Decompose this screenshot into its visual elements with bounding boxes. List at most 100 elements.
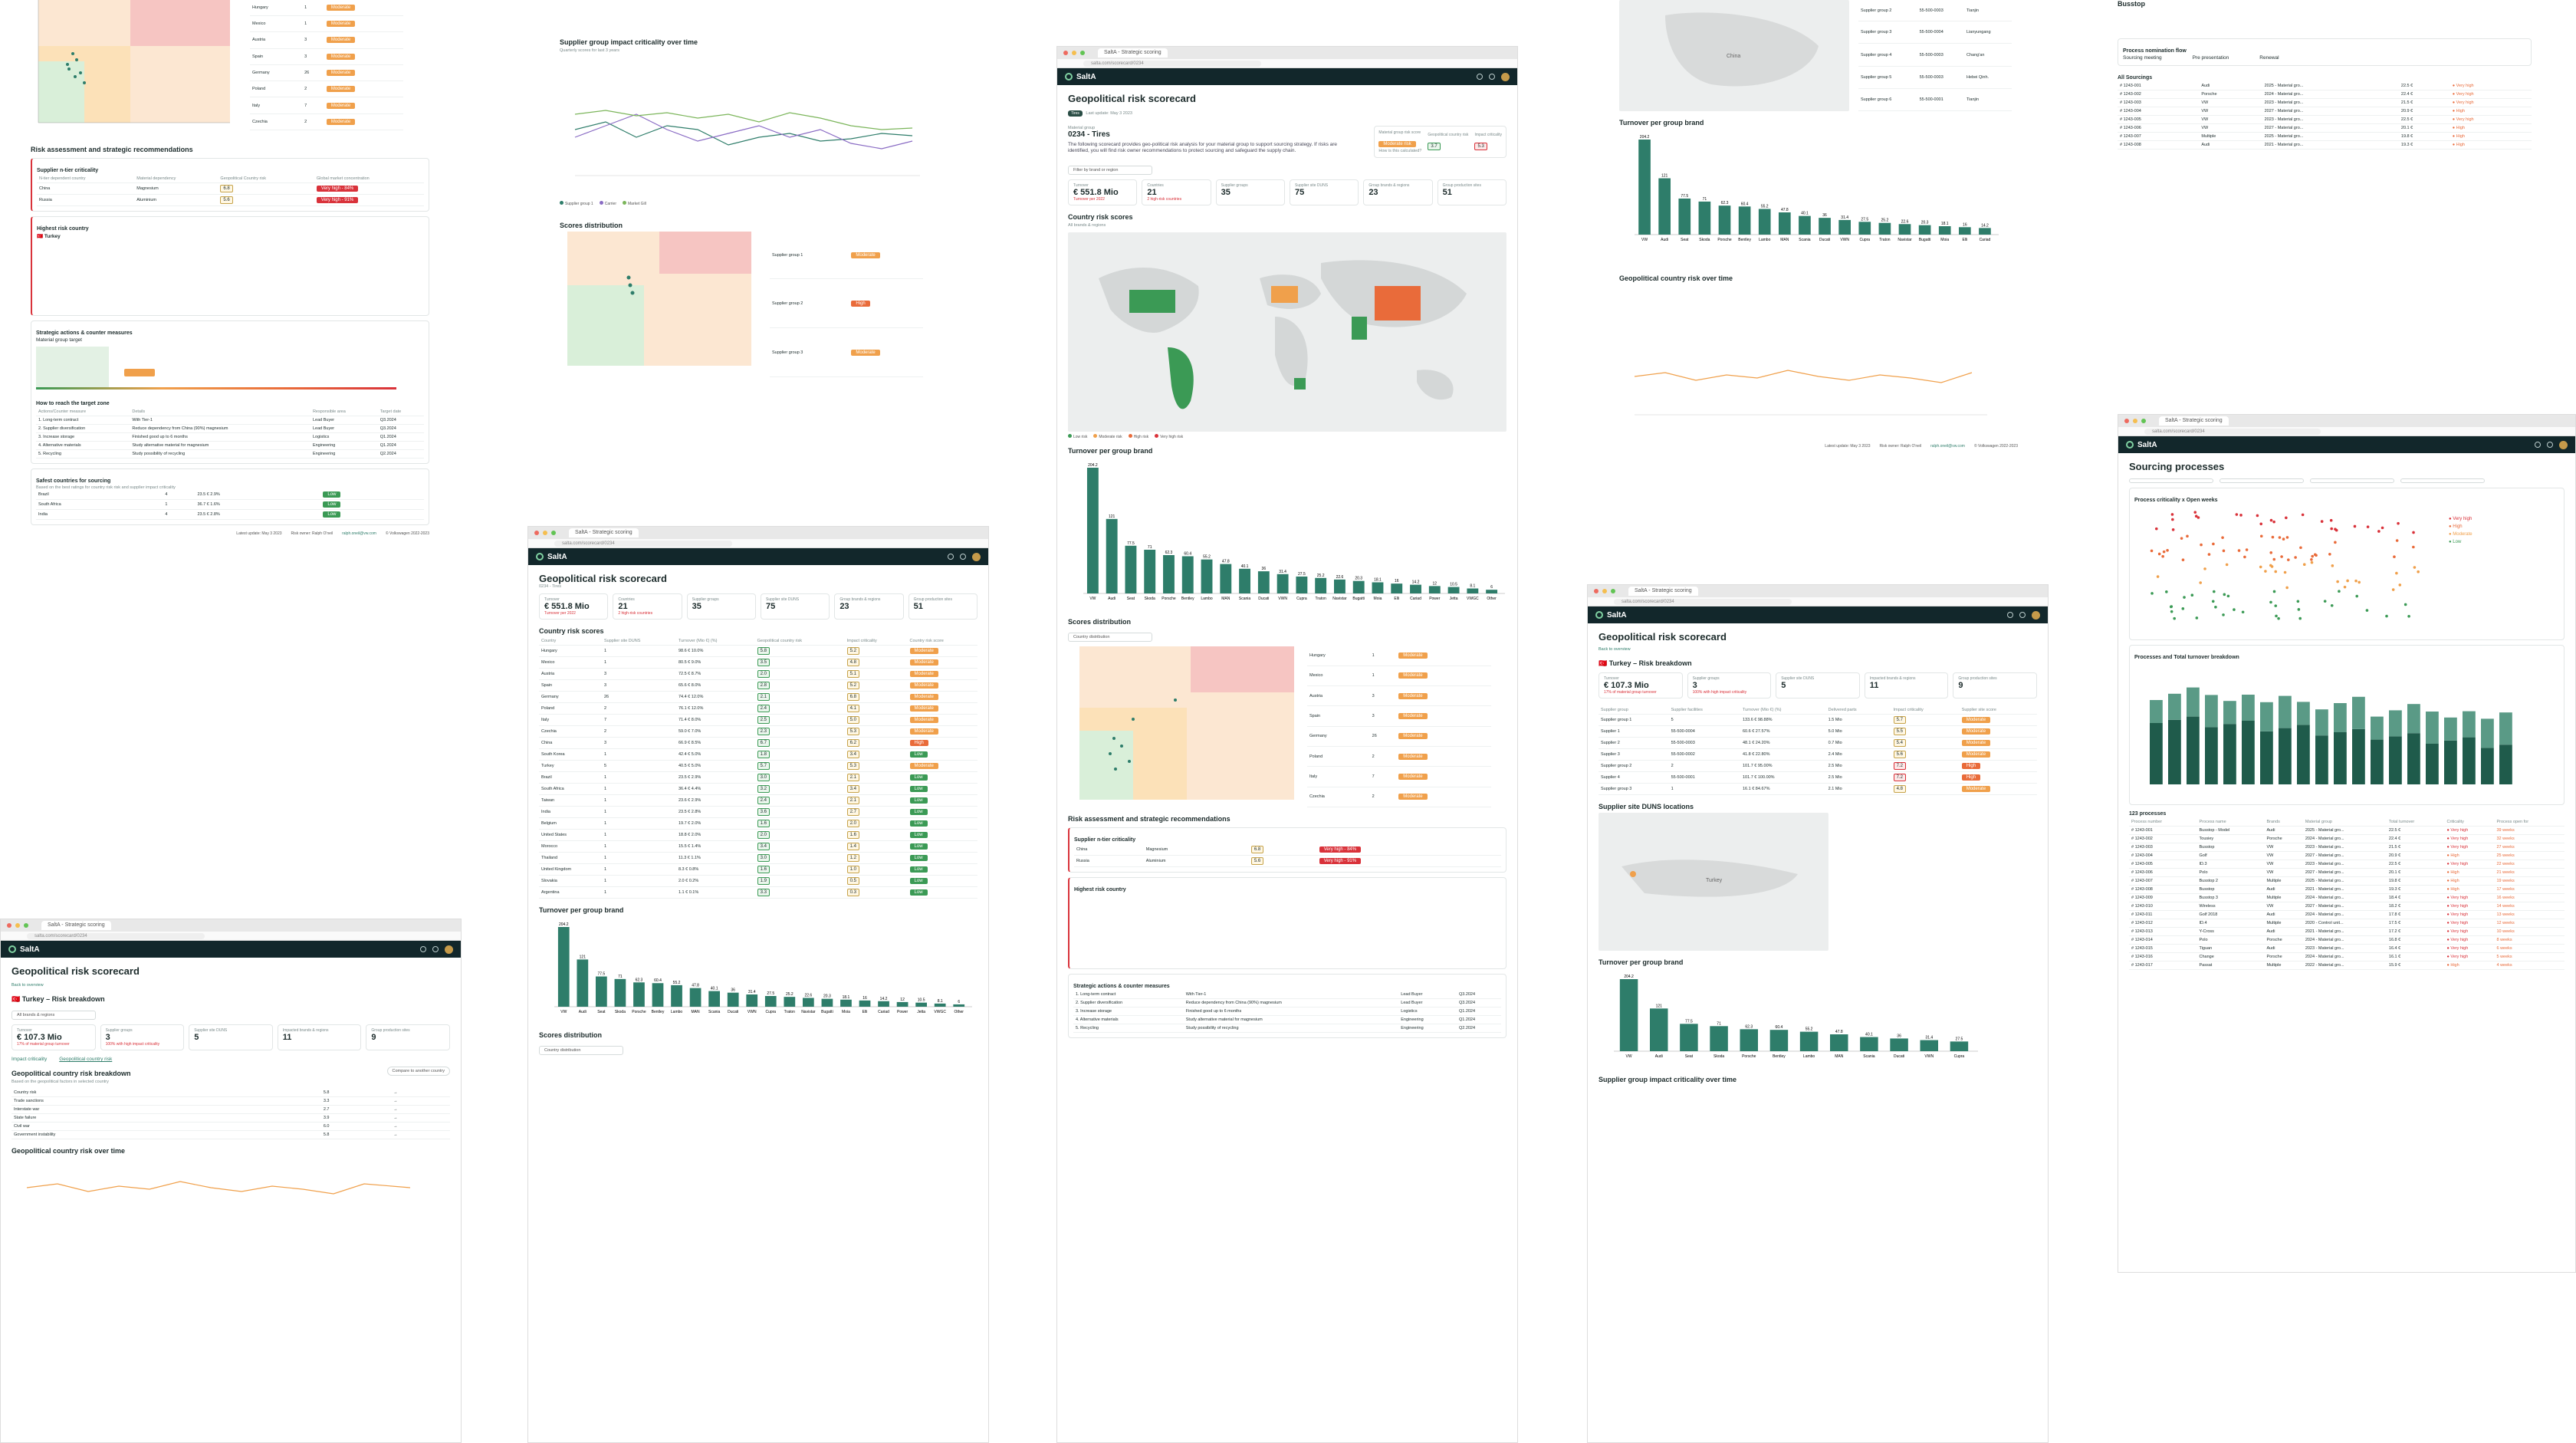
table-row[interactable]: Turkey 5 40.5 € 5.0% 5.7 5.3 Moderate xyxy=(539,760,978,772)
table-row[interactable]: # 1243-010 Wireless VW 2027 - Material gro.… xyxy=(2129,902,2564,911)
table-row[interactable]: China 3 66.9 € 8.5% 6.7 6.2 High xyxy=(539,737,978,749)
table-row[interactable]: Supplier 3 55-500-0002 41.8 € 22.80% 2.4 Mi… xyxy=(1598,748,2037,761)
help-icon[interactable] xyxy=(2535,442,2541,448)
table-row[interactable]: # 1243-006 Polo VW 2027 - Material gro... 20… xyxy=(2129,868,2564,877)
table-row[interactable]: Germany 26 Moderate xyxy=(1307,726,1491,748)
table-row[interactable]: # 1243-008 Audi 2021 - Material gro... 19.3… xyxy=(2118,140,2532,150)
url-bar[interactable]: salta.com/scorecard/0234 xyxy=(1057,59,1517,68)
browser-tab[interactable]: SaltA - Strategic scoring xyxy=(1098,48,1168,58)
table-row[interactable]: Austria 3 72.5 € 8.7% 2.0 5.1 Moderate xyxy=(539,668,978,680)
browser-tab-f[interactable]: SaltA - Strategic scoring xyxy=(2159,416,2229,426)
risk-calc-link[interactable]: How is this calculated? xyxy=(1378,149,1422,153)
url-bar-f[interactable]: salta.com/scorecard/0234 xyxy=(2118,427,2575,436)
table-row[interactable]: Morocco 1 15.5 € 1.4% 3.4 1.4 Low xyxy=(539,840,978,853)
table-row[interactable]: # 1243-003 Busstop VW 2023 - Material gro..… xyxy=(2129,843,2564,852)
table-row[interactable]: Hungary 1 98.6 € 10.0% 5.8 5.2 Moderate xyxy=(539,645,978,657)
table-row[interactable]: Belgium 1 19.7 € 2.0% 1.6 2.0 Low xyxy=(539,817,978,830)
bell-icon[interactable] xyxy=(432,946,439,952)
filter-4[interactable] xyxy=(2400,478,2485,483)
table-row[interactable]: Poland 2 76.1 € 12.0% 2.4 4.1 Moderate xyxy=(539,702,978,715)
table-row[interactable]: # 1243-009 Busstop 3 Multiple 2024 - Materi… xyxy=(2129,893,2564,902)
china-map[interactable]: China xyxy=(1619,0,1849,111)
help-icon[interactable] xyxy=(2007,612,2013,618)
browser-tab-h[interactable]: SaltA - Strategic scoring xyxy=(569,528,639,537)
table-row[interactable]: Italy 7 Moderate xyxy=(1307,766,1491,787)
table-row[interactable]: Hungary 1 Moderate xyxy=(1307,646,1491,666)
help-icon[interactable] xyxy=(948,554,954,560)
step-1[interactable]: Sourcing meeting xyxy=(2123,55,2162,61)
table-row[interactable]: Czechia 2 59.0 € 7.0% 2.3 5.3 Moderate xyxy=(539,725,978,738)
table-row[interactable]: India 1 23.5 € 2.8% 3.6 2.7 Low xyxy=(539,806,978,818)
table-row[interactable]: Hungary 1 Moderate xyxy=(250,0,403,16)
table-row[interactable]: # 1243-002 Tousiey Porsche 2024 - Material … xyxy=(2129,834,2564,843)
table-row[interactable]: Taiwan 1 23.6 € 2.9% 2.4 2.1 Low xyxy=(539,794,978,807)
table-row[interactable]: Mexico 1 80.5 € 9.0% 3.5 4.8 Moderate xyxy=(539,656,978,669)
help-icon[interactable] xyxy=(1477,74,1483,80)
scores-select-h[interactable]: Country distribution xyxy=(539,1046,623,1055)
app-logo[interactable]: SaltA xyxy=(1065,73,1096,81)
compare-button[interactable]: Compare to another country xyxy=(386,1066,450,1076)
table-row[interactable]: # 1243-002 Porsche 2024 - Material gro... 2… xyxy=(2118,90,2532,99)
filter-1[interactable] xyxy=(2129,478,2213,483)
bell-icon[interactable] xyxy=(2019,612,2026,618)
table-row[interactable]: Czechia 2 Moderate xyxy=(1307,787,1491,808)
turkey-map[interactable]: Turkey xyxy=(1598,813,1829,951)
table-row[interactable]: # 1243-001 Busstop - Model Audi 2025 - Mate… xyxy=(2129,826,2564,835)
table-row[interactable]: Slovakia 1 2.0 € 0.2% 1.9 0.5 Low xyxy=(539,875,978,887)
step-2[interactable]: Pre presentation xyxy=(2192,55,2229,61)
table-row[interactable]: Austria 3 Moderate xyxy=(1307,685,1491,707)
table-row[interactable]: Supplier group 3 1 16.1 € 84.67% 2.1 Mio 4.8… xyxy=(1598,783,2037,795)
table-row[interactable]: # 1243-015 Tiguan Audi 2023 - Material gro.… xyxy=(2129,944,2564,953)
table-row[interactable]: Spain 3 65.6 € 8.0% 2.8 5.2 Moderate xyxy=(539,679,978,692)
table-row[interactable]: Czechia 2 Moderate xyxy=(250,113,403,131)
browser-tab-g[interactable]: SaltA - Strategic scoring xyxy=(1628,587,1698,596)
avatar[interactable] xyxy=(2559,440,2568,449)
avatar[interactable] xyxy=(2032,610,2040,620)
filter-2[interactable] xyxy=(2220,478,2304,483)
table-row[interactable]: # 1243-004 Golf VW 2027 - Material gro... 20… xyxy=(2129,851,2564,860)
table-row[interactable]: # 1243-005 ID.3 VW 2023 - Material gro... 22… xyxy=(2129,860,2564,869)
table-row[interactable]: Mexico 1 Moderate xyxy=(1307,666,1491,687)
table-row[interactable]: # 1243-013 Y-Cross Audi 2021 - Material gro… xyxy=(2129,927,2564,936)
table-row[interactable]: # 1243-004 VW 2027 - Material gro... 20.9 €… xyxy=(2118,107,2532,116)
table-row[interactable]: # 1243-007 Multiple 2025 - Material gro...… xyxy=(2118,132,2532,141)
table-row[interactable]: Supplier 4 55-500-0001 101.7 € 100.00% 2.5 … xyxy=(1598,771,2037,784)
filter-3[interactable] xyxy=(2310,478,2394,483)
table-row[interactable]: Austria 3 Moderate xyxy=(250,31,403,49)
scores-select[interactable]: Country distribution xyxy=(1068,633,1152,642)
table-row[interactable]: Spain 3 Moderate xyxy=(250,48,403,65)
url-bar-i[interactable]: salta.com/scorecard/0234 xyxy=(1,932,461,941)
table-row[interactable]: # 1243-014 Polo Porsche 2024 - Material gro… xyxy=(2129,935,2564,945)
avatar[interactable] xyxy=(445,945,453,954)
world-map[interactable] xyxy=(1068,232,1506,432)
table-row[interactable]: Brazil 1 23.5 € 2.9% 3.0 2.1 Low xyxy=(539,771,978,784)
bell-icon[interactable] xyxy=(1489,74,1495,80)
table-row[interactable]: # 1243-003 VW 2023 - Material gro... 21.5 €… xyxy=(2118,98,2532,107)
table-row[interactable]: Italy 7 71.4 € 8.0% 2.5 5.0 Moderate xyxy=(539,714,978,726)
table-row[interactable]: # 1243-007 Busstop 2 Multiple 2025 - Materi… xyxy=(2129,876,2564,886)
url-bar-h[interactable]: salta.com/scorecard/0234 xyxy=(528,539,988,548)
table-row[interactable]: Supplier group 1 5 133.6 € 98.88% 1.5 Mio 5.… xyxy=(1598,714,2037,726)
bell-icon[interactable] xyxy=(2547,442,2553,448)
table-row[interactable]: Poland 2 Moderate xyxy=(250,81,403,98)
browser-tab-i[interactable]: SaltA - Strategic scoring xyxy=(41,921,111,930)
table-row[interactable]: Germany 26 74.4 € 12.0% 2.1 6.8 Moderate xyxy=(539,691,978,703)
help-icon[interactable] xyxy=(420,946,426,952)
table-row[interactable]: Germany 26 Moderate xyxy=(250,64,403,82)
table-row[interactable]: United Kingdom 1 8.3 € 0.8% 1.6 1.0 Low xyxy=(539,863,978,876)
brand-filter[interactable]: All brands & regions xyxy=(12,1011,96,1020)
table-row[interactable]: South Africa 1 36.4 € 4.4% 3.2 3.4 Low xyxy=(539,783,978,795)
bell-icon[interactable] xyxy=(960,554,966,560)
url-bar-g[interactable]: salta.com/scorecard/0234 xyxy=(1588,597,2048,606)
back-link-i[interactable]: Back to overview xyxy=(12,983,44,988)
table-row[interactable]: Supplier group 2 2 101.7 € 95.00% 2.5 Mio 7.… xyxy=(1598,760,2037,772)
back-link[interactable]: Back to overview xyxy=(1598,647,1631,652)
table-row[interactable]: # 1243-005 VW 2023 - Material gro... 22.5 €… xyxy=(2118,115,2532,124)
table-row[interactable]: # 1243-016 Change Porsche 2024 - Material g… xyxy=(2129,952,2564,961)
table-row[interactable]: # 1243-001 Audi 2025 - Material gro... 22.5… xyxy=(2118,82,2532,90)
avatar[interactable] xyxy=(1501,72,1510,81)
table-row[interactable]: # 1243-011 Golf 2018 Audi 2024 - Material g… xyxy=(2129,910,2564,919)
table-row[interactable]: Supplier 1 55-500-0004 60.6 € 27.57% 5.0 Mi… xyxy=(1598,725,2037,738)
table-row[interactable]: # 1243-017 Passat Multiple 2022 - Material … xyxy=(2129,961,2564,970)
tab-geo[interactable]: Geopolitical country risk xyxy=(59,1057,113,1062)
